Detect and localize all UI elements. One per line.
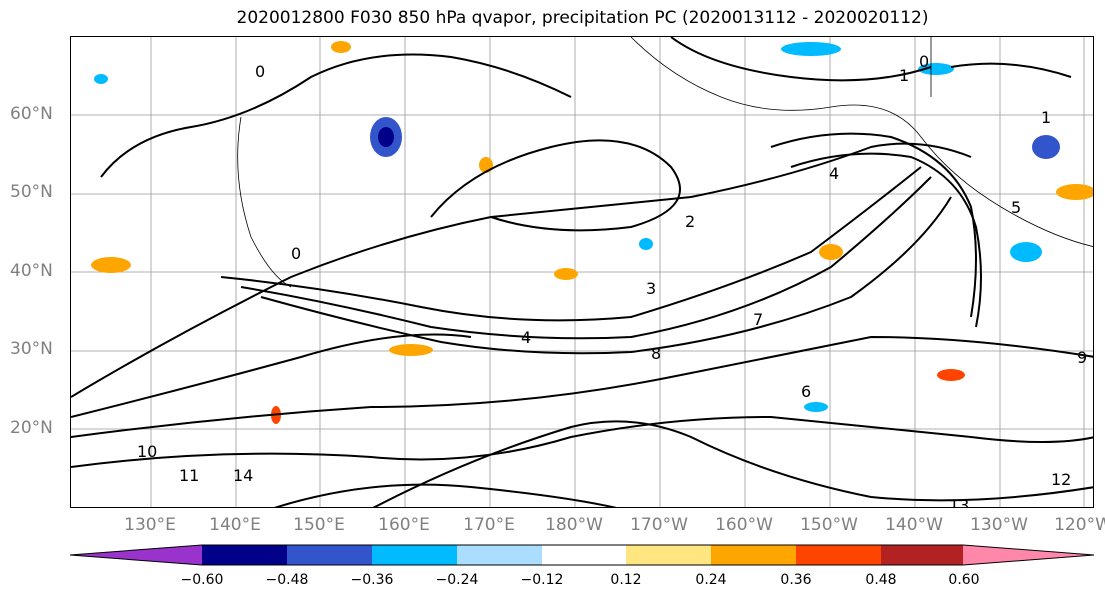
colorbar-tick: 0.36 — [780, 572, 812, 588]
lon-label-170w: 170°W — [630, 515, 688, 535]
contour-lines — [71, 37, 1093, 507]
contour-label: 4 — [829, 164, 839, 183]
contour-label: 7 — [753, 310, 763, 329]
lon-label-150e: 150°E — [293, 515, 345, 535]
colorbar-tick: 0.24 — [695, 572, 727, 588]
lon-label-180w: 180°W — [545, 515, 603, 535]
precip-shading — [91, 41, 1093, 424]
colorbar-tick: −0.24 — [435, 572, 479, 588]
map-title: 2020012800 F030 850 hPa qvapor, precipit… — [236, 8, 929, 28]
colorbar-tick: −0.48 — [265, 572, 309, 588]
colorbar — [70, 544, 1095, 566]
colorbar-swatch-extend-high — [963, 545, 1094, 565]
contour-label: 9 — [1077, 348, 1087, 367]
lon-label-140w: 140°W — [885, 515, 943, 535]
contour-label: 4 — [521, 328, 531, 347]
colorbar-swatch — [626, 545, 711, 565]
contour-label: 5 — [1011, 198, 1021, 217]
colorbar-swatch — [542, 545, 626, 565]
colorbar-swatch — [372, 545, 457, 565]
contour-label: 14 — [233, 466, 253, 485]
lon-label-140e: 140°E — [209, 515, 261, 535]
colorbar-swatch-extend-low — [70, 545, 202, 565]
lat-label-30n: 30°N — [10, 339, 53, 359]
colorbar-swatch — [711, 545, 796, 565]
colorbar-tick: −0.12 — [520, 572, 564, 588]
lat-label-50n: 50°N — [10, 182, 53, 202]
contour-map: 0 0 0 1 1 2 3 4 4 5 6 7 8 9 10 11 12 13 … — [71, 37, 1093, 508]
colorbar-tick: −0.60 — [180, 572, 224, 588]
contour-label: 0 — [919, 52, 929, 71]
colorbar-tick: −0.36 — [350, 572, 394, 588]
colorbar-swatch — [202, 545, 287, 565]
colorbar-tick: 0.60 — [948, 572, 980, 588]
contour-label-group: 0 0 0 1 1 2 3 4 4 5 6 7 8 9 10 11 12 13 … — [137, 52, 1087, 508]
colorbar-swatch — [457, 545, 542, 565]
lat-label-20n: 20°N — [10, 418, 53, 438]
contour-label: 2 — [685, 212, 695, 231]
map-panel: 0 0 0 1 1 2 3 4 4 5 6 7 8 9 10 11 12 13 … — [70, 36, 1094, 508]
contour-label: 12 — [1051, 470, 1071, 489]
contour-label: 6 — [801, 382, 811, 401]
lon-label-130w: 130°W — [970, 515, 1028, 535]
lon-label-150w: 150°W — [800, 515, 858, 535]
contour-label: 3 — [646, 279, 656, 298]
lat-label-60n: 60°N — [10, 104, 53, 124]
colorbar-swatch — [796, 545, 881, 565]
contour-label: 0 — [255, 62, 265, 81]
colorbar-swatch — [287, 545, 372, 565]
colorbar-tick: 0.48 — [865, 572, 897, 588]
lon-label-130e: 130°E — [124, 515, 176, 535]
contour-label: 13 — [949, 496, 969, 508]
colorbar-tick: 0.12 — [610, 572, 642, 588]
contour-label: 1 — [1041, 108, 1051, 127]
lon-label-160e: 160°E — [378, 515, 430, 535]
gridlines — [71, 37, 1093, 507]
lat-label-40n: 40°N — [10, 261, 53, 281]
lon-label-160w: 160°W — [715, 515, 773, 535]
contour-label: 8 — [651, 344, 661, 363]
lon-label-170e: 170°E — [463, 515, 515, 535]
contour-label: 0 — [291, 244, 301, 263]
lon-label-120w: 120°W — [1054, 515, 1105, 535]
contour-label: 10 — [137, 442, 157, 461]
contour-label: 11 — [179, 466, 199, 485]
contour-label: 1 — [899, 66, 909, 85]
colorbar-swatch — [881, 545, 963, 565]
